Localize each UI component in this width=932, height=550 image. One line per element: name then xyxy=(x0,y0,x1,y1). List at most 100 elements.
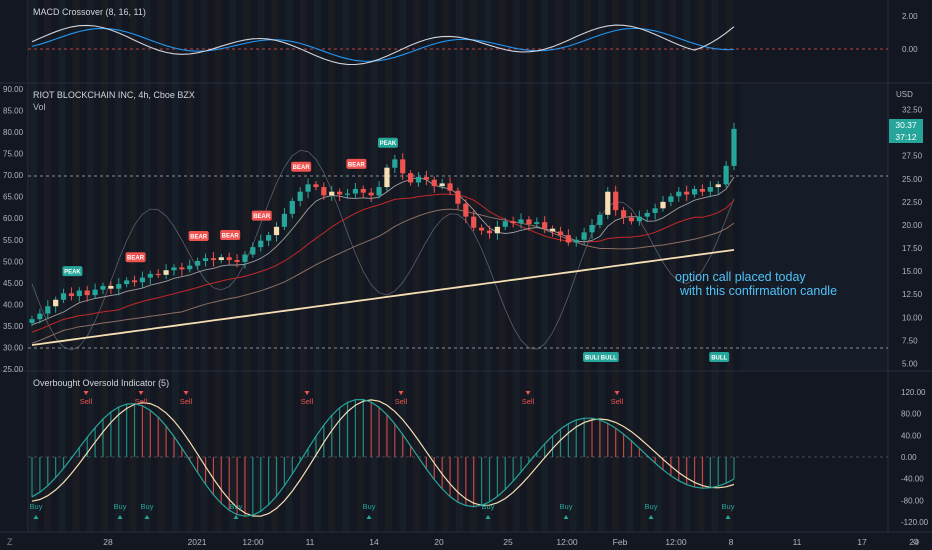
candle-body xyxy=(605,191,611,215)
candle-body xyxy=(313,184,319,188)
candle-body xyxy=(250,247,256,255)
left-axis-tick: 45.00 xyxy=(3,279,24,288)
countdown-tag xyxy=(889,131,923,143)
candle-body xyxy=(329,191,335,196)
settings-icon[interactable]: ⚙ xyxy=(912,537,920,547)
buy-label: Buy xyxy=(722,502,735,511)
session-stripe xyxy=(257,0,265,532)
buy-arrow-icon xyxy=(485,515,491,519)
signal-label-bear xyxy=(188,230,209,241)
right-axis-tick: 32.50 xyxy=(902,106,923,115)
sell-label: Sell xyxy=(135,397,148,406)
left-axis-tick: 30.00 xyxy=(3,343,24,352)
candle-body xyxy=(723,165,729,185)
session-stripe xyxy=(243,0,250,532)
right-axis-tick: 5.00 xyxy=(902,360,918,369)
time-axis-label: 2021 xyxy=(188,537,207,547)
candle-body xyxy=(289,200,295,214)
session-stripe xyxy=(456,0,463,532)
zoom-icon[interactable]: Z xyxy=(7,537,13,547)
time-axis-label: 14 xyxy=(369,537,379,547)
left-axis-tick: 65.00 xyxy=(3,193,24,202)
sell-label: Sell xyxy=(395,397,408,406)
candle-body xyxy=(581,232,587,240)
right-axis-tick: 22.50 xyxy=(902,198,923,207)
macd-tick: 0.00 xyxy=(902,45,918,54)
candle-body xyxy=(463,203,469,217)
time-axis-label: 12:00 xyxy=(242,537,264,547)
left-axis-tick: 40.00 xyxy=(3,300,24,309)
time-axis-label: 20 xyxy=(434,537,444,547)
session-stripe xyxy=(697,0,705,532)
session-stripe xyxy=(30,0,37,532)
candles-group xyxy=(29,122,737,327)
signal-text-bear: BEAR xyxy=(127,256,145,262)
candle-body xyxy=(234,260,240,262)
session-stripe xyxy=(143,0,151,532)
buy-label: Buy xyxy=(482,502,495,511)
session-stripe xyxy=(157,0,165,532)
candle-body xyxy=(273,226,280,236)
oscillator-main-line xyxy=(31,398,735,517)
candle-body xyxy=(691,188,698,195)
session-stripe xyxy=(58,0,66,532)
candle-body xyxy=(195,260,201,266)
session-stripe xyxy=(669,0,676,532)
candle-body xyxy=(258,240,264,248)
symbol-title: RIOT BLOCKCHAIN INC, 4h, Cboe BZX xyxy=(33,90,195,100)
candle-body xyxy=(565,235,571,243)
sell-arrow-icon xyxy=(138,391,144,395)
candle-body xyxy=(45,306,51,314)
candle-body xyxy=(131,280,138,283)
sell-arrow-icon xyxy=(83,391,89,395)
sell-label: Sell xyxy=(522,397,535,406)
session-stripe xyxy=(583,0,591,532)
session-stripe xyxy=(512,0,520,532)
signal-text-peak: PEAK xyxy=(380,141,397,147)
buy-label: Buy xyxy=(114,502,127,511)
left-axis-tick: 35.00 xyxy=(3,322,24,331)
buy-arrow-icon xyxy=(725,515,731,519)
moving-average-mid xyxy=(31,208,735,344)
session-stripe xyxy=(285,0,293,532)
candle-body xyxy=(187,265,193,270)
countdown-value: 37:12 xyxy=(895,132,917,142)
oscillator-title: Overbought Oversold Indicator (5) xyxy=(33,378,169,388)
annotation-line-2: with this confirmation candle xyxy=(679,284,837,298)
candle-body xyxy=(210,258,217,261)
time-axis-label: 24 xyxy=(909,537,919,547)
oscillator-axis-tick: -80.00 xyxy=(901,496,924,505)
candle-body xyxy=(518,219,524,224)
session-stripe xyxy=(711,0,719,532)
oscillator-axis-tick: 80.00 xyxy=(901,410,922,419)
candle-body xyxy=(415,176,422,183)
session-stripe xyxy=(370,0,378,532)
buy-label: Buy xyxy=(645,502,658,511)
candle-body xyxy=(510,221,516,224)
right-axis-tick: 27.50 xyxy=(902,152,923,161)
session-stripe xyxy=(44,0,52,532)
signal-text-bear: BEAR xyxy=(253,214,271,220)
sell-arrow-icon xyxy=(183,391,189,395)
candle-body xyxy=(455,190,461,204)
candle-body xyxy=(486,230,493,234)
candle-body xyxy=(731,128,737,166)
last-price-value: 30.37 xyxy=(895,120,917,130)
time-axis-label: 11 xyxy=(793,537,802,547)
buy-arrow-icon xyxy=(233,515,239,519)
oscillator-axis-tick: 120.00 xyxy=(901,388,926,397)
annotation-line-1: option call placed today xyxy=(675,270,806,284)
left-axis-tick: 70.00 xyxy=(3,171,24,180)
session-stripe xyxy=(725,0,733,532)
session-stripe xyxy=(214,0,222,532)
candle-body xyxy=(502,221,508,227)
candle-body xyxy=(281,213,288,227)
session-stripe xyxy=(299,0,307,532)
right-axis-tick: 12.50 xyxy=(902,290,923,299)
signal-text-bear: BEAR xyxy=(348,162,366,168)
candle-body xyxy=(360,188,366,193)
candle-body xyxy=(478,227,485,231)
candle-body xyxy=(266,235,272,241)
candle-body xyxy=(542,222,548,229)
